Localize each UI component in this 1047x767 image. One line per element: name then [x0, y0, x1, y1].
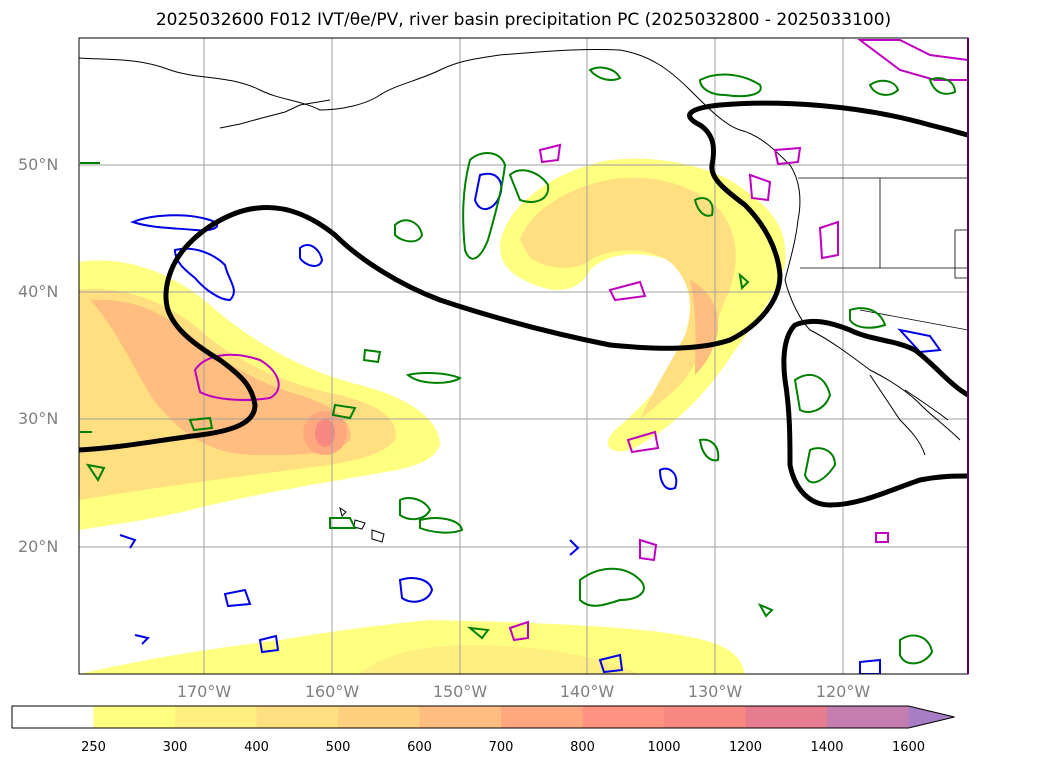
colorbar-tick-label: 250	[81, 740, 106, 755]
lon-label-170w: 170°W	[176, 682, 232, 701]
ivt-plume-east-core	[690, 280, 719, 375]
colorbar-segment	[93, 706, 176, 728]
baja	[869, 374, 926, 456]
colorbar-tick-label: 500	[325, 740, 351, 755]
lon-label-150w: 150°W	[432, 682, 488, 701]
colorbar-tick-label: 400	[244, 740, 269, 755]
ivt-south-strip-inner	[360, 645, 640, 674]
ivt-plume-east-inner	[520, 177, 736, 420]
colorbar-tick-label: 1400	[810, 740, 844, 755]
map-title: 2025032600 F012 IVT/θe/PV, river basin p…	[155, 10, 892, 30]
ivt-shading	[79, 158, 786, 674]
lat-label-30n: 30°N	[18, 409, 59, 428]
theta-e-contours	[119, 172, 942, 674]
west-coast	[784, 219, 961, 441]
black-contours	[79, 100, 968, 508]
lat-label-40n: 40°N	[18, 282, 59, 301]
colorbar-tick-label: 1200	[728, 740, 763, 755]
map-content	[79, 38, 968, 674]
ivt-max-west-core	[315, 419, 335, 447]
colorbar-segment	[175, 706, 257, 728]
colorbar-segment-under	[12, 706, 94, 728]
lat-label-20n: 20°N	[18, 537, 59, 556]
state-borders	[798, 177, 968, 331]
colorbar-extend-arrow	[908, 706, 955, 728]
pv-contours	[193, 39, 968, 642]
colorbar-segment	[338, 706, 420, 728]
colorbar-tick-label: 1000	[647, 740, 681, 755]
colorbar-tick-label: 700	[488, 740, 514, 755]
lon-label-120w: 120°W	[815, 682, 871, 701]
gulf-california	[904, 389, 949, 421]
green-contours	[80, 66, 957, 665]
colorbar-outline	[11, 705, 955, 729]
colorbar-tick-label: 300	[162, 740, 188, 755]
colorbar-segment	[419, 706, 502, 728]
ivt-colorbar	[11, 705, 955, 729]
hawaii-1	[339, 506, 347, 517]
lon-label-130w: 130°W	[687, 682, 743, 701]
colorbar-segment	[745, 706, 828, 728]
colorbar-segment	[664, 706, 746, 728]
coastlines	[79, 48, 961, 543]
black-contour-east	[781, 318, 968, 508]
colorbar-segment	[582, 706, 665, 728]
lon-label-140w: 140°W	[559, 682, 615, 701]
colorbar-segment	[256, 706, 339, 728]
alaska-coast	[79, 48, 801, 221]
hawaii-3	[371, 529, 385, 543]
colorbar-segment	[827, 706, 909, 728]
colorbar-tick-label: 800	[570, 740, 595, 755]
colorbar-tick-label: 1600	[891, 740, 926, 755]
lat-label-50n: 50°N	[18, 155, 59, 174]
black-contour-west	[79, 100, 968, 453]
ivt-plume-west-core	[90, 299, 351, 455]
lon-label-160w: 160°W	[304, 682, 360, 701]
colorbar-tick-label: 600	[407, 740, 432, 755]
colorbar-segment	[501, 706, 583, 728]
aleutians	[219, 99, 331, 129]
